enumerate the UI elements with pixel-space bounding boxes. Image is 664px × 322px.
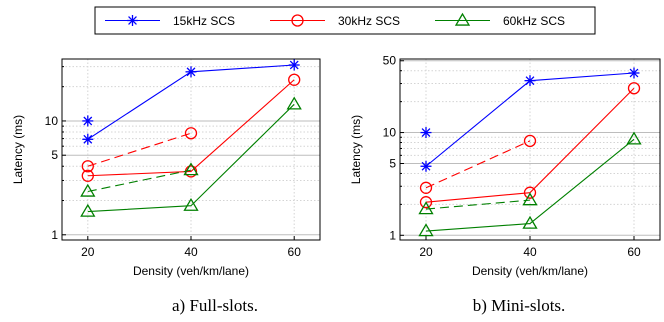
y-tick-label-b: 1 bbox=[389, 228, 396, 242]
data-point-b-5 bbox=[522, 192, 538, 206]
data-point-b-0 bbox=[628, 67, 640, 79]
legend-label-2: 60kHz SCS bbox=[503, 14, 565, 28]
data-point-b-2 bbox=[627, 82, 641, 95]
data-point-b-2 bbox=[419, 196, 433, 209]
data-point-a-4 bbox=[80, 203, 96, 217]
data-point-b-4 bbox=[626, 131, 642, 145]
data-point-a-4 bbox=[183, 197, 199, 211]
legend-box bbox=[94, 6, 596, 35]
x-tick-label-b: 40 bbox=[523, 245, 537, 259]
legend-marker-0 bbox=[127, 15, 138, 26]
y-tick-label-b: 5 bbox=[389, 156, 396, 170]
data-point-b-3 bbox=[419, 181, 433, 194]
x-tick-label-a: 60 bbox=[288, 245, 302, 259]
data-point-a-0 bbox=[288, 59, 300, 71]
data-point-a-0 bbox=[185, 66, 197, 78]
data-point-b-0 bbox=[420, 160, 432, 172]
y-tick-label-a: 1 bbox=[51, 228, 58, 242]
series-line-a-2 bbox=[87, 79, 295, 177]
data-point-a-5 bbox=[80, 183, 96, 197]
y-axis-label-b: Latency (ms) bbox=[349, 115, 363, 184]
data-point-a-2 bbox=[288, 73, 301, 86]
y-axis-label-a: Latency (ms) bbox=[11, 115, 25, 184]
data-point-a-3 bbox=[81, 160, 94, 173]
x-tick-label-a: 40 bbox=[184, 245, 198, 259]
series-line-a-5 bbox=[87, 169, 192, 193]
series-line-a-4 bbox=[87, 103, 295, 213]
x-tick-label-b: 60 bbox=[627, 245, 641, 259]
data-point-b-0 bbox=[524, 75, 536, 87]
data-point-b-4 bbox=[522, 215, 538, 229]
data-point-b-1 bbox=[420, 127, 432, 139]
legend: 15kHz SCS 30kHz SCS 60kHz SCS bbox=[94, 6, 596, 35]
legend-label-1: 30kHz SCS bbox=[338, 14, 400, 28]
x-axis-label-a: Density (veh/km/lane) bbox=[133, 264, 249, 278]
data-point-a-5 bbox=[183, 162, 199, 176]
caption-full-slots: a) Full-slots. bbox=[172, 296, 258, 315]
x-tick-label-a: 20 bbox=[81, 245, 95, 259]
y-tick-label-a: 5 bbox=[51, 148, 58, 162]
data-point-a-2 bbox=[81, 169, 94, 182]
data-point-a-1 bbox=[82, 115, 94, 127]
y-tick-label-b: 10 bbox=[383, 126, 397, 140]
y-tick-label-b: 50 bbox=[383, 54, 397, 68]
chart-full-slots: 20 40 60 1 5 10 Density (veh/km/lane) Latency (… bbox=[11, 58, 321, 278]
legend-marker-2 bbox=[454, 12, 471, 26]
series-line-a-3 bbox=[87, 132, 192, 167]
series-line-b-5 bbox=[425, 199, 531, 210]
data-point-b-2 bbox=[523, 186, 537, 199]
legend-marker-1 bbox=[291, 14, 304, 27]
data-point-b-3 bbox=[523, 134, 537, 148]
data-point-a-0 bbox=[82, 133, 94, 145]
legend-label-0: 15kHz SCS bbox=[173, 14, 235, 28]
plot-area-a bbox=[61, 58, 321, 241]
data-point-b-5 bbox=[418, 201, 434, 215]
data-point-a-4 bbox=[286, 96, 302, 110]
x-axis-label-b: Density (veh/km/lane) bbox=[472, 264, 588, 278]
data-point-b-4 bbox=[418, 223, 434, 237]
y-tick-label-a: 10 bbox=[45, 114, 59, 128]
chart-mini-slots: 20 40 60 1 5 10 50 Density (veh/km/lane) Latency… bbox=[349, 54, 661, 278]
caption-mini-slots: b) Mini-slots. bbox=[472, 296, 566, 315]
series-line-b-4 bbox=[425, 138, 635, 232]
series-line-b-3 bbox=[425, 140, 531, 189]
x-tick-label-b: 20 bbox=[419, 245, 433, 259]
data-point-a-3 bbox=[184, 127, 198, 140]
